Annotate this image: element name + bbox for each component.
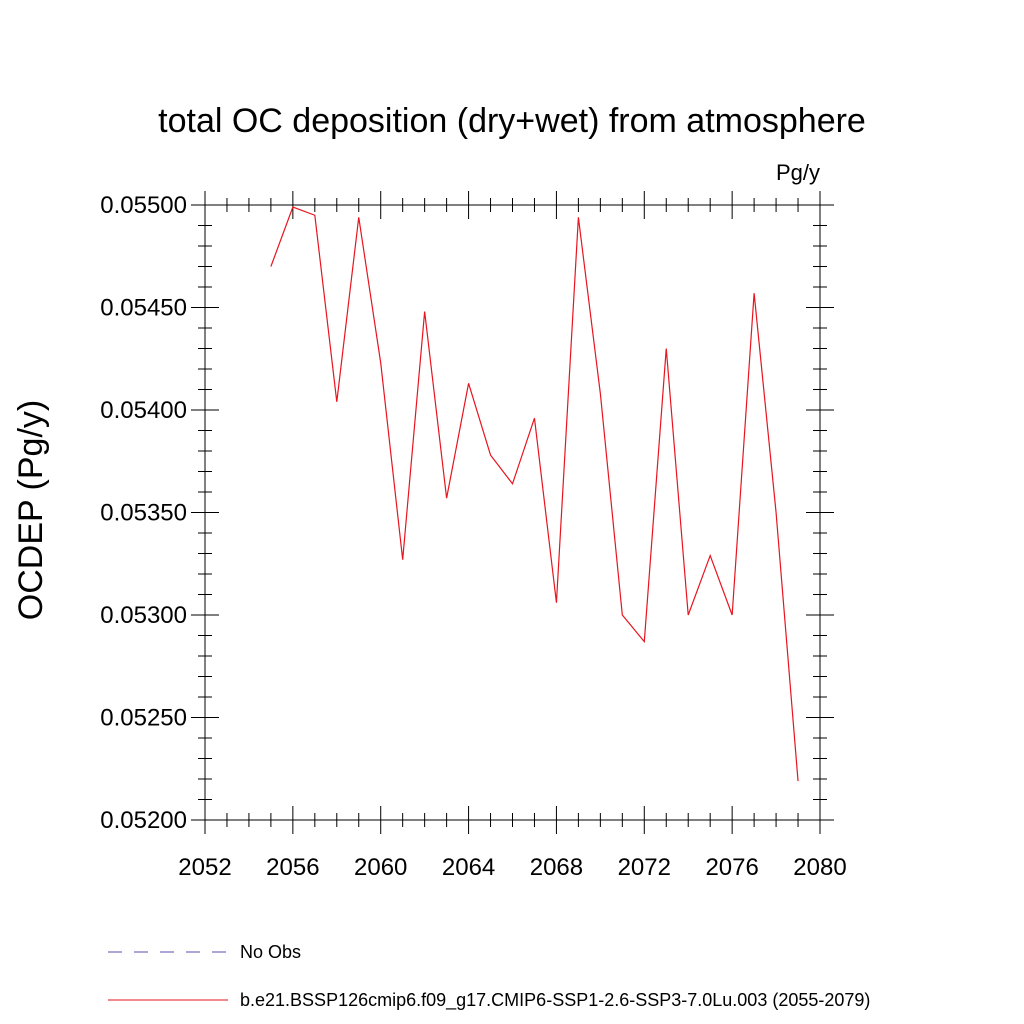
x-tick-label: 2064 <box>442 854 495 881</box>
series-line <box>270 206 799 782</box>
y-tick-label: 0.05400 <box>100 397 187 424</box>
legend-label: b.e21.BSSP126cmip6.f09_g17.CMIP6-SSP1-2.… <box>240 990 870 1011</box>
x-tick-label: 2080 <box>793 854 846 881</box>
x-tick-label: 2060 <box>354 854 407 881</box>
y-tick-label: 0.05450 <box>100 295 187 322</box>
y-tick-label: 0.05350 <box>100 500 187 527</box>
legend: No Obs b.e21.BSSP126cmip6.f09_g17.CMIP6-S… <box>108 942 870 1011</box>
x-tick-label: 2072 <box>618 854 671 881</box>
x-tick-label: 2076 <box>705 854 758 881</box>
x-tick-label: 2052 <box>178 854 231 881</box>
y-tick-label: 0.05200 <box>100 807 187 834</box>
y-tick-label: 0.05250 <box>100 705 187 732</box>
series-layer <box>270 206 799 782</box>
x-tick-label: 2068 <box>530 854 583 881</box>
y-tick-label: 0.05300 <box>100 602 187 629</box>
y-tick-label: 0.05500 <box>100 192 187 219</box>
axis-ticks: 0.05200 0.05250 0.05300 0.05350 0.05400 0.054… <box>100 191 847 881</box>
x-tick-label: 2056 <box>266 854 319 881</box>
units-label: Pg/y <box>776 160 820 185</box>
y-axis-label: OCDEP (Pg/y) <box>12 400 50 620</box>
chart-title: total OC deposition (dry+wet) from atmos… <box>158 102 866 140</box>
plot-frame <box>204 204 821 821</box>
legend-label: No Obs <box>240 942 301 962</box>
